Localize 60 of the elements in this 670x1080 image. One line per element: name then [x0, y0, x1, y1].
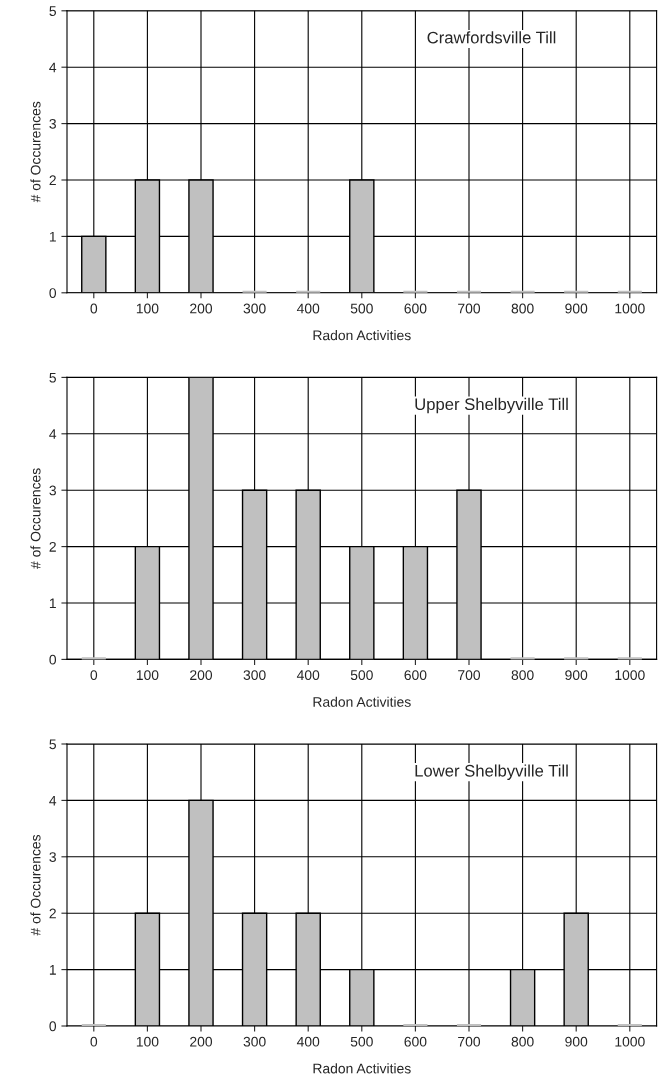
- y-tick-label: 3: [49, 485, 56, 496]
- x-tick-label: 100: [136, 1036, 159, 1047]
- x-tick-label: 500: [350, 1036, 373, 1047]
- text: Lower Shelbyville Till: [415, 764, 568, 780]
- x-tick-label: 800: [511, 670, 534, 681]
- x-tick-label: 500: [350, 670, 373, 681]
- y-tick-label: 0: [49, 288, 57, 298]
- y-tick-label: 5: [49, 6, 56, 16]
- x-tick-label: 200: [190, 670, 213, 681]
- x-tick-label: 0: [90, 1036, 98, 1047]
- x-tick-label: 100: [136, 670, 159, 681]
- y-tick-label: 1: [49, 231, 56, 242]
- x-tick-label: 600: [404, 1036, 427, 1047]
- x-tick-label: 800: [511, 303, 534, 314]
- y-tick-label: 1: [49, 965, 56, 975]
- y-tick-label: 5: [49, 739, 56, 750]
- x-tick-label: 400: [296, 303, 320, 314]
- y-tick-label: 0: [49, 654, 57, 665]
- x-tick-label: 700: [458, 1036, 481, 1047]
- x-tick-label: 0: [90, 670, 98, 681]
- y-tick-label: 3: [49, 118, 56, 129]
- y-tick-label: 4: [49, 62, 57, 73]
- x-tick-label: 100: [136, 303, 159, 314]
- x-tick-label: 300: [243, 670, 266, 681]
- y-tick-label: 3: [49, 852, 56, 862]
- y-tick-label: 4: [49, 795, 57, 806]
- x-tick-label: 700: [458, 303, 481, 314]
- x-tick-label: 700: [458, 670, 481, 681]
- y-tick-label: 2: [49, 908, 56, 919]
- x-axis-title: Radon Activities: [313, 1063, 411, 1074]
- x-tick-label: 500: [350, 303, 373, 314]
- y-tick-label: 2: [49, 541, 56, 552]
- x-tick-label: 1000: [615, 303, 645, 314]
- y-tick-label: 2: [49, 175, 56, 186]
- x-axis-title: Radon Activities: [313, 696, 411, 707]
- x-tick-label: 1000: [615, 1036, 645, 1047]
- y-tick-label: 0: [49, 1021, 57, 1032]
- y-axis-title: # of Occurences: [30, 101, 41, 203]
- x-tick-label: 200: [190, 1036, 213, 1047]
- x-tick-label: 600: [404, 303, 427, 314]
- x-tick-label: 1000: [615, 670, 645, 681]
- x-tick-label: 0: [90, 303, 98, 314]
- x-tick-label: 200: [190, 303, 213, 314]
- x-tick-label: 400: [296, 1036, 320, 1047]
- x-tick-label: 900: [565, 303, 588, 314]
- text: Crawfordsville Till: [427, 31, 556, 44]
- x-axis-title: Radon Activities: [313, 330, 411, 341]
- x-tick-label: 400: [296, 670, 320, 681]
- text: Upper Shelbyville Till: [415, 397, 568, 414]
- y-tick-label: 5: [49, 372, 56, 383]
- y-axis-title: # of Occurences: [30, 468, 41, 569]
- x-tick-label: 600: [404, 670, 427, 681]
- x-tick-label: 900: [565, 1036, 588, 1047]
- x-tick-label: 800: [511, 1036, 534, 1047]
- x-tick-label: 300: [243, 1036, 266, 1047]
- x-tick-label: 300: [243, 303, 266, 314]
- y-tick-label: 1: [49, 598, 56, 609]
- y-axis-title: # of Occurences: [30, 834, 41, 936]
- y-tick-label: 4: [49, 429, 57, 439]
- x-tick-label: 900: [565, 670, 588, 681]
